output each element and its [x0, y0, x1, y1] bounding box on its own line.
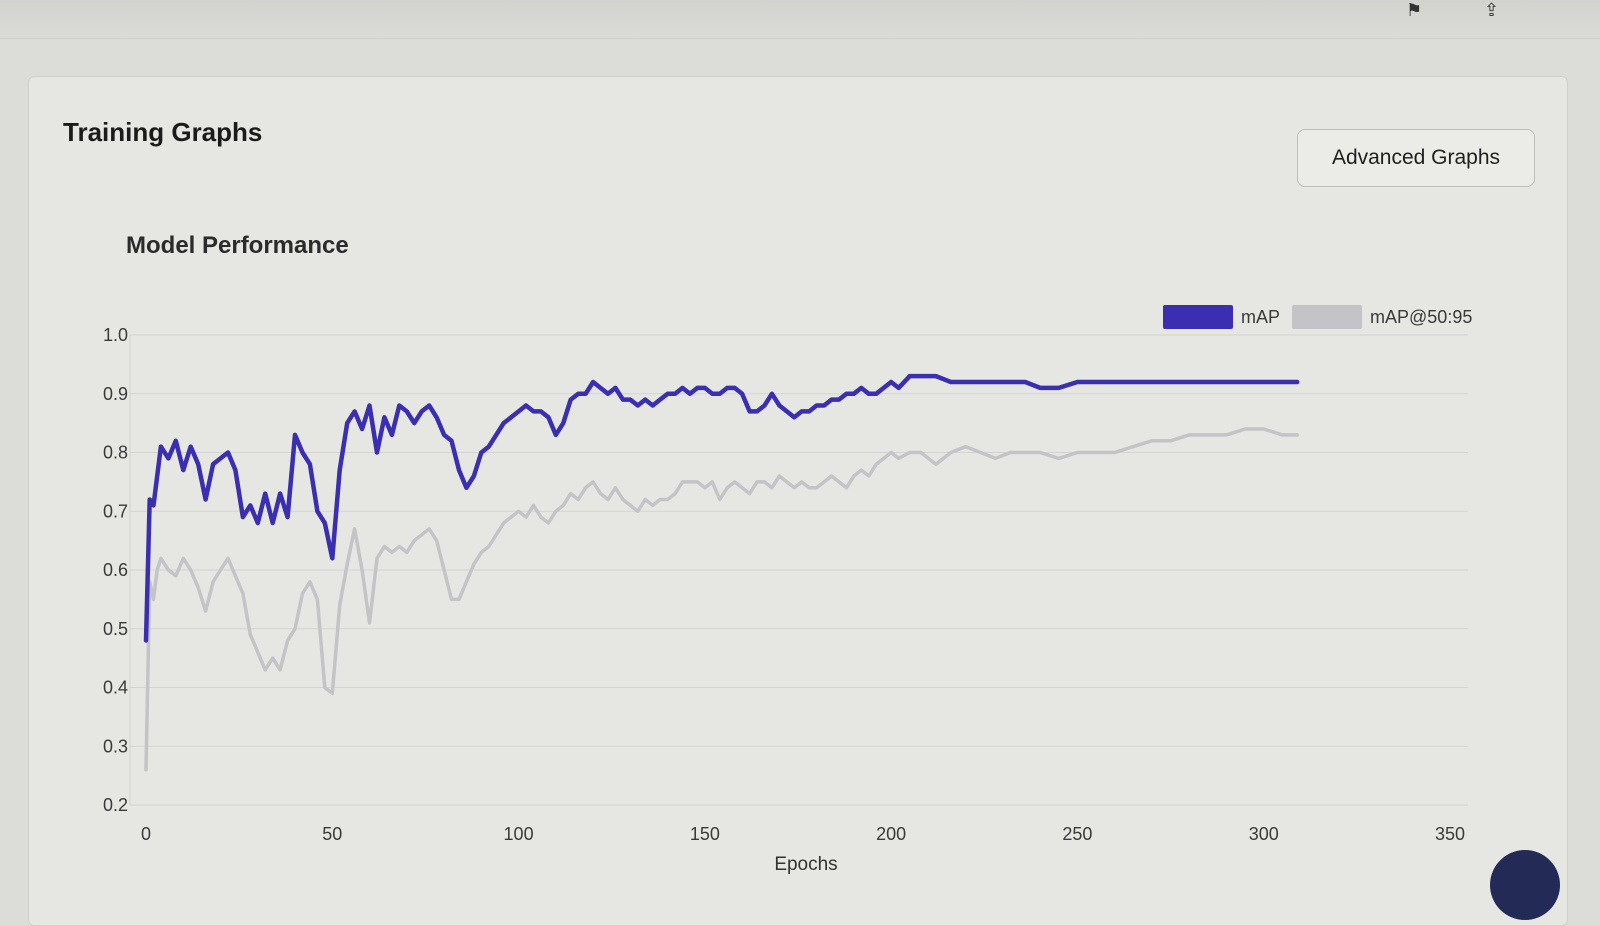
legend-label-map5095: mAP@50:95 — [1370, 306, 1473, 327]
x-tick-label: 100 — [504, 824, 534, 844]
card-title: Training Graphs — [63, 117, 263, 147]
y-tick-label: 0.2 — [103, 795, 128, 815]
x-axis-title: Epochs — [774, 854, 837, 875]
x-tick-label: 200 — [876, 824, 906, 844]
browser-top-bar: ⚑ ⇪ — [0, 0, 1600, 39]
x-axis-ticks: 0 50 100 150 200 250 300 350 — [141, 824, 1465, 844]
chart-series — [143, 373, 1300, 772]
legend-item-map5095[interactable]: mAP@50:95 — [1292, 305, 1472, 329]
chart-title: Model Performance — [126, 232, 349, 259]
y-tick-label: 0.6 — [103, 560, 128, 580]
y-tick-label: 0.4 — [103, 678, 128, 698]
line-chart: 0.2 0.3 0.4 0.5 0.6 0.7 0.8 0.9 1.0 0 50 100 150 200… — [103, 325, 1468, 875]
legend-swatch-map — [1163, 305, 1233, 329]
y-tick-label: 0.9 — [103, 384, 128, 404]
chart-legend: mAP mAP@50:95 — [1163, 303, 1484, 331]
x-tick-label: 250 — [1062, 824, 1092, 844]
x-tick-label: 300 — [1249, 824, 1279, 844]
x-tick-label: 150 — [690, 824, 720, 844]
series-line-map — [143, 373, 1300, 643]
share-icon[interactable]: ⇪ — [1484, 0, 1500, 20]
y-tick-label: 0.8 — [103, 443, 128, 463]
y-tick-label: 0.3 — [103, 736, 128, 756]
x-tick-label: 350 — [1435, 824, 1465, 844]
legend-label-map: mAP — [1241, 306, 1281, 327]
series-line-map5095 — [144, 427, 1299, 772]
y-tick-label: 1.0 — [103, 325, 128, 345]
chart-grid — [129, 334, 1468, 806]
legend-item-map[interactable]: mAP — [1163, 305, 1280, 329]
x-tick-label: 50 — [322, 824, 342, 844]
y-axis-ticks: 0.2 0.3 0.4 0.5 0.6 0.7 0.8 0.9 1.0 — [103, 325, 128, 815]
advanced-graphs-button[interactable]: Advanced Graphs — [1297, 129, 1535, 187]
legend-swatch-map5095 — [1292, 305, 1363, 329]
bookmark-icon[interactable]: ⚑ — [1406, 0, 1423, 20]
y-tick-label: 0.7 — [103, 501, 128, 521]
chat-bubble-icon[interactable] — [1490, 850, 1560, 920]
x-tick-label: 0 — [141, 824, 151, 844]
y-tick-label: 0.5 — [103, 619, 128, 639]
